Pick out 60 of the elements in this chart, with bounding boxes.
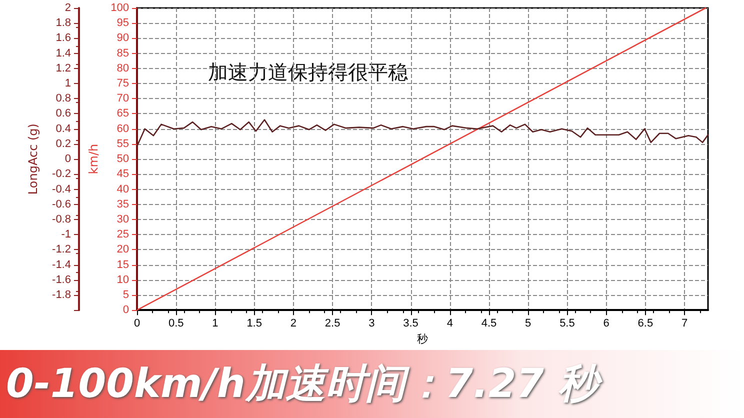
y-tick-label: 30 xyxy=(116,213,129,226)
x-tick-label: 3.5 xyxy=(403,318,418,330)
x-tick-label: 4.5 xyxy=(481,318,497,330)
y-tick-label: 55 xyxy=(116,138,129,150)
y2-tick-label: 0.6 xyxy=(56,108,71,120)
y2-tick-label: 0.2 xyxy=(56,138,71,150)
y-tick-label: 20 xyxy=(116,244,129,256)
x-tick-label: 4 xyxy=(446,318,453,330)
y2-tick-label: -0.8 xyxy=(52,213,71,226)
y-tick-label: 90 xyxy=(116,32,129,44)
y2-tick-label: 1.4 xyxy=(56,47,71,60)
line-series xyxy=(136,119,709,147)
x-tick-label: 6.5 xyxy=(638,318,654,330)
y2-tick-label: -1.4 xyxy=(52,258,71,271)
y-tick-label: 100 xyxy=(110,2,129,14)
y-tick-label: 35 xyxy=(116,198,129,210)
y-tick-label: 15 xyxy=(116,258,129,271)
y-tick-label: 85 xyxy=(116,47,129,60)
x-tick-label: 0.5 xyxy=(168,318,184,330)
y2-tick-label: 1.6 xyxy=(56,32,71,44)
x-tick-label: 5 xyxy=(525,318,532,330)
x-tick-label: 0 xyxy=(134,318,140,330)
x-tick-label: 5.5 xyxy=(560,318,575,330)
y-tick-label: 70 xyxy=(116,92,129,105)
y2-axis-title: LongAcc (g) xyxy=(26,124,40,195)
y2-tick-label: 0.4 xyxy=(56,122,71,135)
y-tick-label: 80 xyxy=(116,62,129,74)
x-tick-label: 2 xyxy=(290,318,296,330)
x-tick-label: 6 xyxy=(603,318,610,330)
y2-tick-label: 1 xyxy=(64,78,71,90)
y-tick-label: 75 xyxy=(116,78,129,90)
y2-tick-label: 2 xyxy=(64,2,71,14)
y2-tick-label: -0.6 xyxy=(52,198,71,210)
y-tick-label: 0 xyxy=(122,304,129,316)
y2-tick-label: -1.6 xyxy=(52,274,71,286)
x-tick-label: 2.5 xyxy=(324,318,340,330)
y2-tick-label: -1.8 xyxy=(52,288,71,301)
x-axis-title: 秒 xyxy=(417,334,428,346)
x-tick-label: 1 xyxy=(212,318,218,330)
y-tick-label: 40 xyxy=(116,183,129,196)
x-tick-label: 7 xyxy=(681,318,688,330)
y2-tick-label: 0.8 xyxy=(56,92,71,105)
y2-tick-label: -0.4 xyxy=(52,183,71,196)
y-axis-title: km/h xyxy=(86,144,101,174)
y2-tick-label: -1.2 xyxy=(52,244,71,256)
y-tick-label: 45 xyxy=(116,168,129,180)
y-tick-label: 5 xyxy=(122,288,129,301)
y2-tick-label: 0 xyxy=(64,153,71,166)
y-tick-label: 10 xyxy=(116,274,129,286)
y-tick-label: 50 xyxy=(116,153,129,166)
y2-tick-label: -1 xyxy=(61,228,71,241)
y2-tick-label: 1.2 xyxy=(56,62,71,74)
y-tick-label: 60 xyxy=(116,122,129,135)
x-tick-label: 3 xyxy=(368,318,375,330)
y-tick-label: 95 xyxy=(116,17,129,30)
y2-tick-label: 1.8 xyxy=(56,17,71,30)
y-tick-label: 25 xyxy=(116,228,129,241)
y2-tick-label: -0.2 xyxy=(52,168,71,180)
x-tick-label: 1.5 xyxy=(246,318,262,330)
y-tick-label: 65 xyxy=(116,108,129,120)
